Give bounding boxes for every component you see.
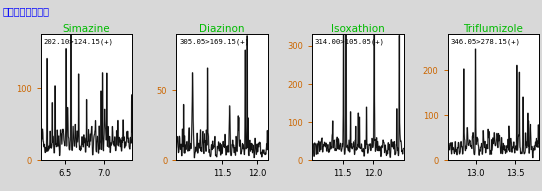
Text: 314.00>105.05(+): 314.00>105.05(+) [315,38,385,45]
Title: Triflumizole: Triflumizole [463,24,524,34]
Text: 標準試料添加無し: 標準試料添加無し [3,6,50,16]
Title: Diazinon: Diazinon [199,24,245,34]
Text: 346.05>278.15(+): 346.05>278.15(+) [450,38,520,45]
Text: 202.10>124.15(+): 202.10>124.15(+) [43,38,113,45]
Title: Isoxathion: Isoxathion [331,24,385,34]
Title: Simazine: Simazine [63,24,110,34]
Text: 305.05>169.15(+): 305.05>169.15(+) [179,38,249,45]
